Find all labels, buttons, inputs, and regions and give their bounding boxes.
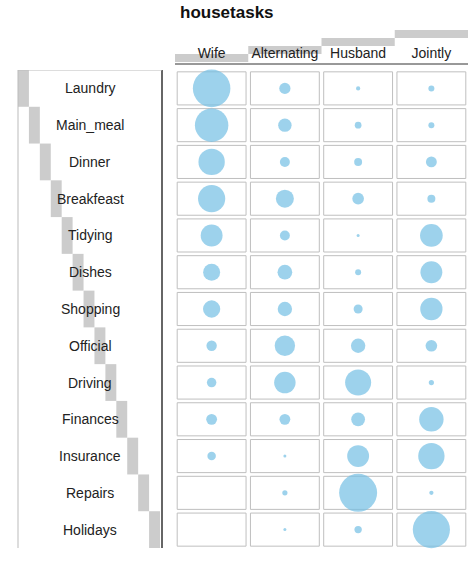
svg-text:Shopping: Shopping [61,301,120,317]
svg-text:Dishes: Dishes [69,264,112,280]
svg-text:Driving: Driving [68,375,112,391]
svg-text:Wife: Wife [198,45,226,61]
svg-text:Alternating: Alternating [251,45,318,61]
svg-text:Dinner: Dinner [69,154,111,170]
svg-text:Finances: Finances [62,411,119,427]
svg-text:Holidays: Holidays [63,522,117,538]
svg-text:Laundry: Laundry [65,80,116,96]
svg-text:Repairs: Repairs [66,485,114,501]
svg-text:Husband: Husband [330,45,386,61]
svg-text:Tidying: Tidying [68,227,113,243]
svg-text:Main_meal: Main_meal [56,117,124,133]
svg-text:Breakfeast: Breakfeast [57,191,124,207]
svg-text:Insurance: Insurance [59,448,121,464]
svg-text:Jointly: Jointly [412,45,452,61]
svg-text:Official: Official [69,338,112,354]
svg-text:housetasks: housetasks [180,3,274,22]
